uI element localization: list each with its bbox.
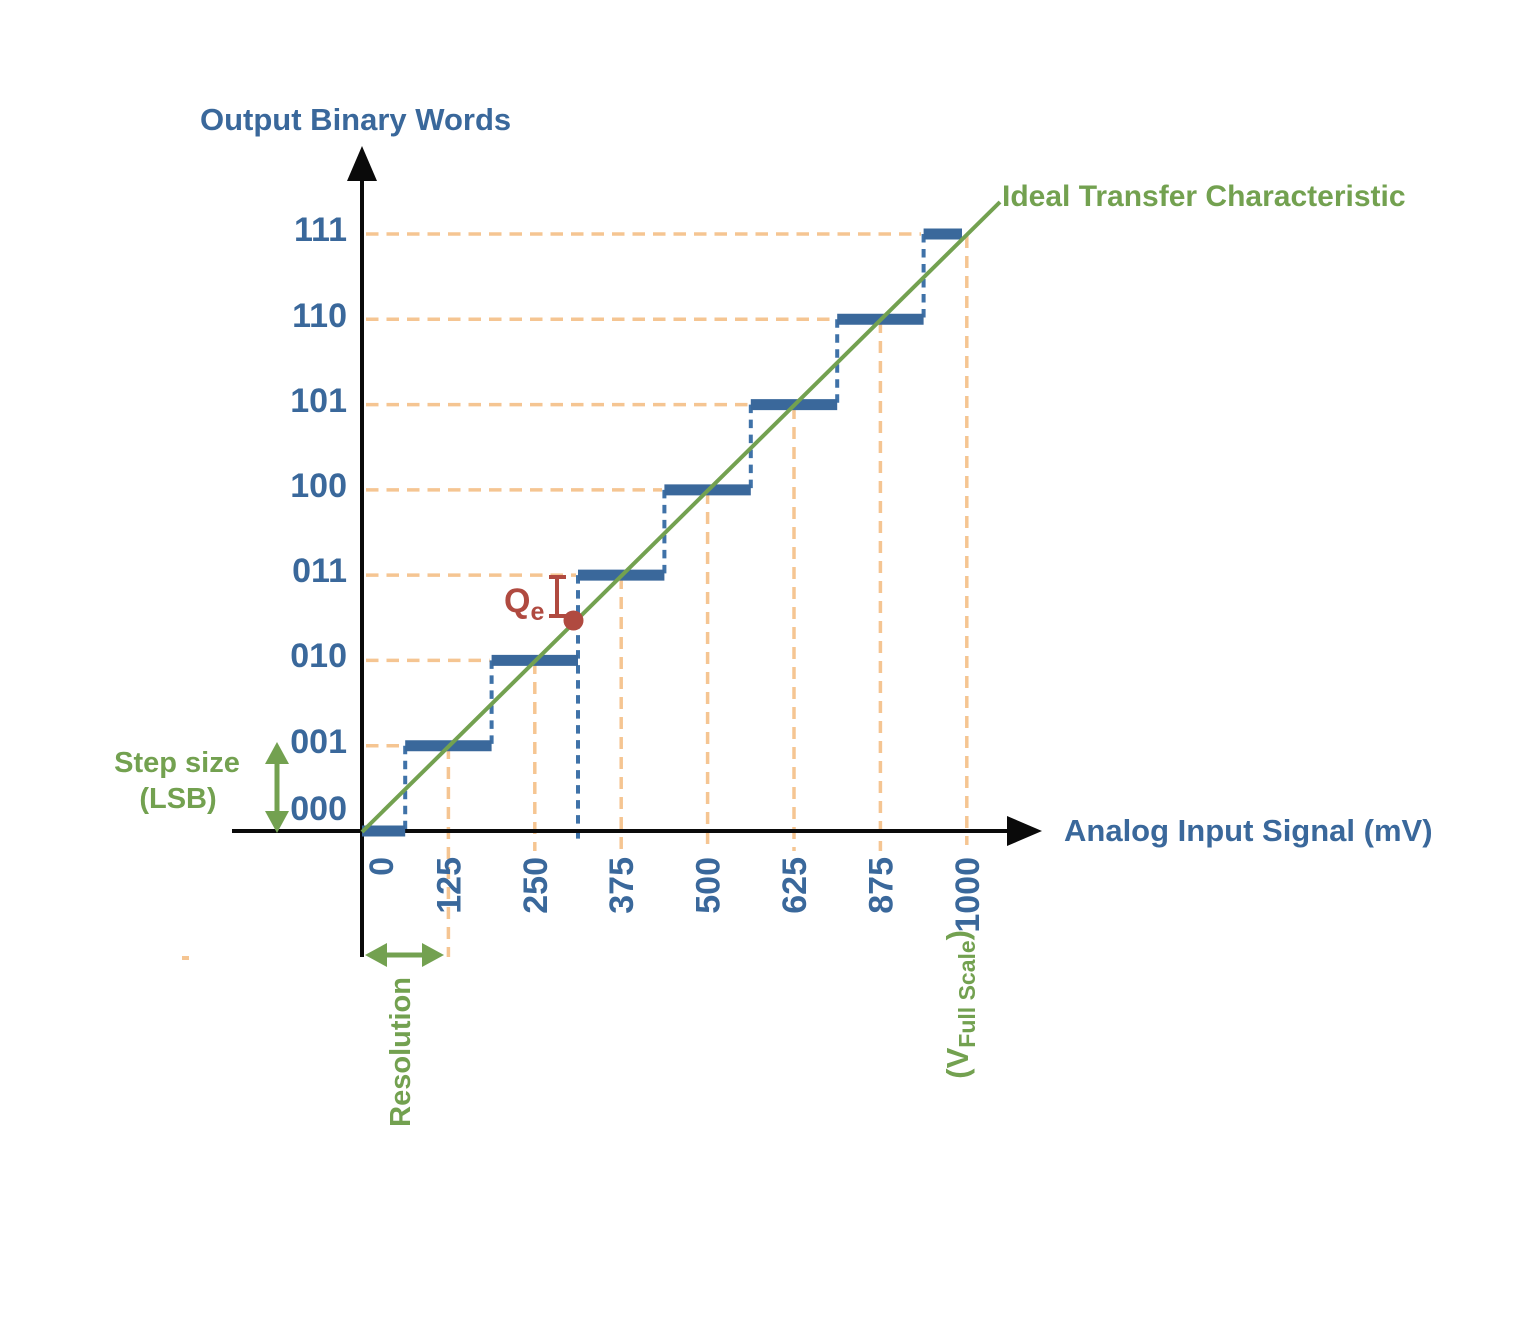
resolution-label: Resolution [385, 977, 417, 1127]
x-tick-375: 375 [603, 857, 641, 914]
step-size-arrow-icon [265, 742, 289, 833]
x-tick-labels: 0 125 250 375 500 625 875 1000 [363, 857, 987, 933]
qe-label-sub: e [530, 598, 544, 626]
y-tick-110: 110 [292, 297, 347, 335]
resolution-arrow-icon [365, 943, 444, 967]
y-axis-arrowhead-icon [347, 146, 377, 181]
resolution-annotation: Resolution [365, 943, 444, 1127]
vfs-subscript: Full Scale [954, 940, 980, 1047]
quantization-error-annotation: Qe [504, 575, 584, 631]
resolution-arrow-head-left [365, 943, 387, 967]
step-size-label-line2: (LSB) [139, 783, 216, 815]
step-size-arrow-head-up [265, 742, 289, 764]
y-tick-000: 000 [290, 790, 347, 828]
qe-error-bar-icon [549, 575, 566, 618]
qe-point-marker-icon [563, 610, 584, 631]
y-axis-title: Output Binary Words [200, 102, 511, 137]
step-size-annotation: Step size (LSB) [114, 742, 289, 833]
step-size-label-line1: Step size [114, 747, 240, 779]
x-axis-title: Analog Input Signal (mV) [1064, 813, 1433, 848]
y-tick-labels: 111 110 101 100 011 010 001 000 [290, 211, 347, 828]
qe-label-main: Q [504, 582, 530, 620]
x-tick-250: 250 [517, 857, 555, 914]
vfs-close: ) [940, 930, 975, 940]
x-tick-500: 500 [690, 857, 728, 914]
transition-risers [403, 234, 926, 843]
qe-label: Qe [504, 582, 544, 626]
vertical-gridlines [446, 236, 969, 957]
y-tick-010: 010 [290, 637, 347, 675]
x-tick-125: 125 [430, 857, 468, 914]
y-tick-101: 101 [290, 382, 347, 420]
y-tick-011: 011 [292, 552, 347, 590]
ideal-line-label: Ideal Transfer Characteristic [1002, 180, 1406, 213]
y-tick-001: 001 [290, 723, 347, 761]
y-tick-100: 100 [290, 467, 347, 505]
x-axis-arrowhead-icon [1007, 816, 1042, 846]
y-tick-111: 111 [294, 211, 347, 249]
resolution-arrow-head-right [422, 943, 444, 967]
vfs-open: (V [940, 1047, 975, 1078]
ideal-transfer-line [360, 200, 1002, 834]
x-tick-625: 625 [776, 857, 814, 914]
step-size-arrow-shaft [274, 758, 280, 818]
x-tick-0: 0 [363, 857, 401, 876]
resolution-arrow-shaft [381, 952, 428, 958]
x-tick-875: 875 [862, 857, 900, 914]
axes [232, 146, 1042, 957]
stray-mark [182, 956, 189, 960]
horizontal-gridlines [366, 232, 921, 748]
x-tick-1000: 1000 [949, 857, 987, 933]
v-full-scale-label: (VFull Scale) [940, 930, 980, 1079]
step-size-arrow-head-down [265, 811, 289, 833]
